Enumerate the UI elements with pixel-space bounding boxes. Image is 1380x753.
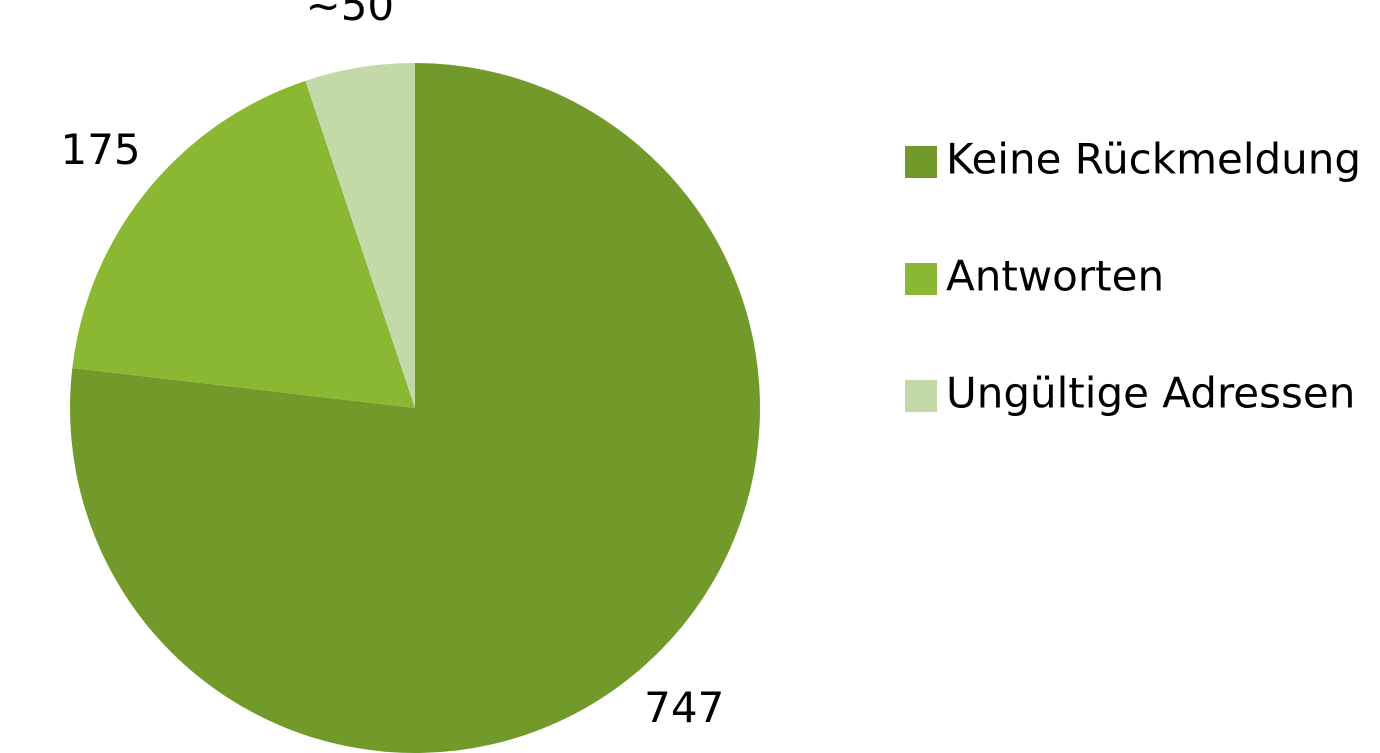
pie-slice [305, 63, 415, 408]
pie [70, 63, 760, 753]
data-label: 747 [644, 683, 724, 732]
legend-swatch [905, 263, 937, 295]
legend-label: Ungültige Adressen [946, 369, 1355, 418]
data-label: ~50 [306, 0, 395, 30]
pie-slice [70, 63, 760, 753]
legend-swatch [905, 380, 937, 412]
legend: Keine Rückmeldung Antworten Ungültige Adre… [905, 135, 1361, 418]
pie-slice [72, 80, 415, 408]
legend-label: Antworten [946, 252, 1164, 301]
legend-label: Keine Rückmeldung [946, 135, 1361, 184]
legend-swatch [905, 146, 937, 178]
data-labels: 747 175 ~50 [60, 0, 724, 732]
data-label: 175 [60, 125, 140, 174]
